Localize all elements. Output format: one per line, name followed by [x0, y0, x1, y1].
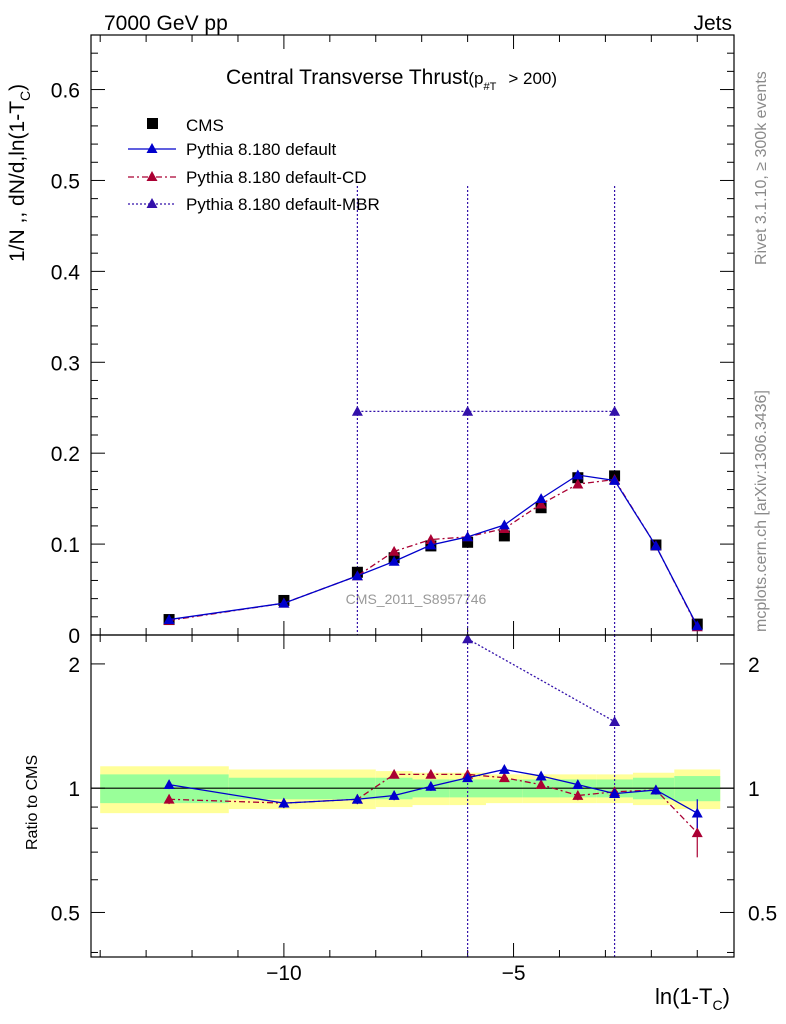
series-default-ratio-point [278, 797, 290, 808]
series-default-ratio-point [691, 807, 703, 818]
x-tick-label: −10 [266, 962, 302, 985]
series-default-ratio-point [388, 790, 400, 800]
ratio-y-tick-label: 0.5 [51, 902, 80, 925]
legend-label-default: Pythia 8.180 default [186, 140, 337, 159]
series-cd-ratio-point [535, 779, 547, 790]
series-default-point [425, 539, 437, 550]
series-default-point [278, 597, 290, 608]
header-right: Jets [693, 12, 732, 35]
series-cms-point [462, 536, 474, 548]
chart-title-sub: #T [484, 81, 497, 93]
series-default-ratio-point [609, 788, 621, 799]
chart-title: Central Transverse Thrust(p#T > 200) [226, 66, 557, 93]
series-default-line [168, 474, 698, 627]
series-default-ratio-point [462, 772, 474, 783]
side-text-site: mcplots.cern.ch [arXiv:1306.3436] [753, 390, 770, 632]
ratio-y-tick-label: 1 [68, 778, 80, 801]
series-mbr-point [609, 405, 621, 416]
ratio-panel-frame [90, 634, 735, 958]
x-axis-label: ln(1-TC) [655, 984, 730, 1013]
series-mbr-point [462, 405, 474, 416]
x-tick-label: −5 [502, 962, 526, 985]
series-cd-ratio-point [572, 790, 584, 800]
series-cd-point [388, 545, 400, 556]
series-cd-point [425, 534, 437, 544]
series-cd-ratio-line [169, 773, 698, 834]
series-cd-point [572, 478, 584, 489]
series-default-ratio-point [572, 779, 584, 790]
y-tick-label: 0.5 [51, 170, 80, 193]
series-default-point [351, 570, 363, 581]
legend-marker-cms [147, 118, 158, 129]
legend-label-cms: CMS [186, 116, 224, 135]
series-default-point [535, 493, 547, 504]
y-tick-label: 0.6 [51, 80, 80, 103]
series-default-point [163, 614, 175, 624]
header-left: 7000 GeV pp [104, 12, 228, 35]
data-series [163, 186, 703, 957]
ratio-y-axis-label: Ratio to CMS [24, 755, 41, 850]
ratio-y-tick-label-right: 1 [748, 778, 760, 801]
y-axis-label: 1/N ,, dN/d,ln(1-TC) [6, 84, 33, 262]
chart-title-rest: > 200) [508, 69, 557, 88]
ratio-y-tick-label-right: 0.5 [748, 902, 777, 925]
y-axis-label-main: 1/N ,, dN/d,ln(1-T [6, 101, 29, 262]
ratio-y-tick-label-right: 2 [748, 654, 760, 677]
y-tick-label: 0 [68, 625, 80, 648]
legend-marker-default-mbr [146, 198, 158, 208]
ratio-uncertainty-bands [91, 766, 734, 814]
series-default-ratio-line [168, 768, 698, 814]
series-default-ratio-point [650, 784, 662, 795]
y-tick-label: 0.1 [51, 534, 80, 557]
series-default-point [650, 540, 662, 551]
series-default-point [498, 519, 510, 530]
series-cd-ratio-point [498, 772, 510, 783]
series-cd-point [535, 498, 547, 509]
series-cms-point [498, 530, 510, 542]
x-axis-label-close: ) [723, 984, 730, 1009]
side-text-rivet: Rivet 3.1.10, ≥ 300k events [753, 71, 770, 265]
series-default-ratio-point [498, 763, 510, 774]
x-axis-label-sub: C [712, 997, 722, 1013]
ratio-y-tick-label: 2 [68, 654, 80, 677]
y-tick-label: 0.3 [51, 352, 80, 375]
legend-marker-default-cd [146, 171, 158, 181]
chart-title-paren: (p [468, 69, 483, 88]
series-mbr-ratio-point [609, 716, 621, 726]
series-default-ratio-point [351, 793, 363, 804]
series-default-point [572, 469, 584, 480]
chart-title-main: Central Transverse Thrust [226, 66, 469, 89]
series-default-point [462, 531, 474, 542]
series-mbr-ratio-line [467, 638, 615, 723]
y-axis-label-close: ) [6, 84, 29, 91]
y-axis-label-sub: C [17, 91, 33, 101]
series-cd-ratio-point [388, 768, 400, 779]
x-axis-label-main: ln(1-T [655, 984, 712, 1009]
series-default-ratio-point [163, 779, 175, 790]
series-cd-line [168, 478, 698, 628]
y-tick-label: 0.2 [51, 443, 80, 466]
legend-marker-default [146, 143, 158, 153]
series-default-point [691, 620, 703, 631]
series-cd-ratio-point [425, 768, 437, 779]
series-mbr-point [351, 405, 363, 416]
legend-label-default-cd: Pythia 8.180 default-CD [186, 168, 367, 187]
legend: CMS Pythia 8.180 default Pythia 8.180 de… [128, 116, 380, 214]
legend-label-default-mbr: Pythia 8.180 default-MBR [186, 195, 380, 214]
series-cd-ratio-point [691, 827, 703, 838]
series-mbr-ratio-point [462, 633, 474, 644]
y-tick-label: 0.4 [51, 261, 81, 284]
series-default-point [388, 555, 400, 566]
series-cd-ratio-point [163, 793, 175, 804]
watermark: CMS_2011_S8957746 [346, 591, 487, 607]
series-default-ratio-point [535, 770, 547, 781]
series-default-point [609, 474, 621, 485]
series-default-ratio-point [425, 780, 437, 791]
